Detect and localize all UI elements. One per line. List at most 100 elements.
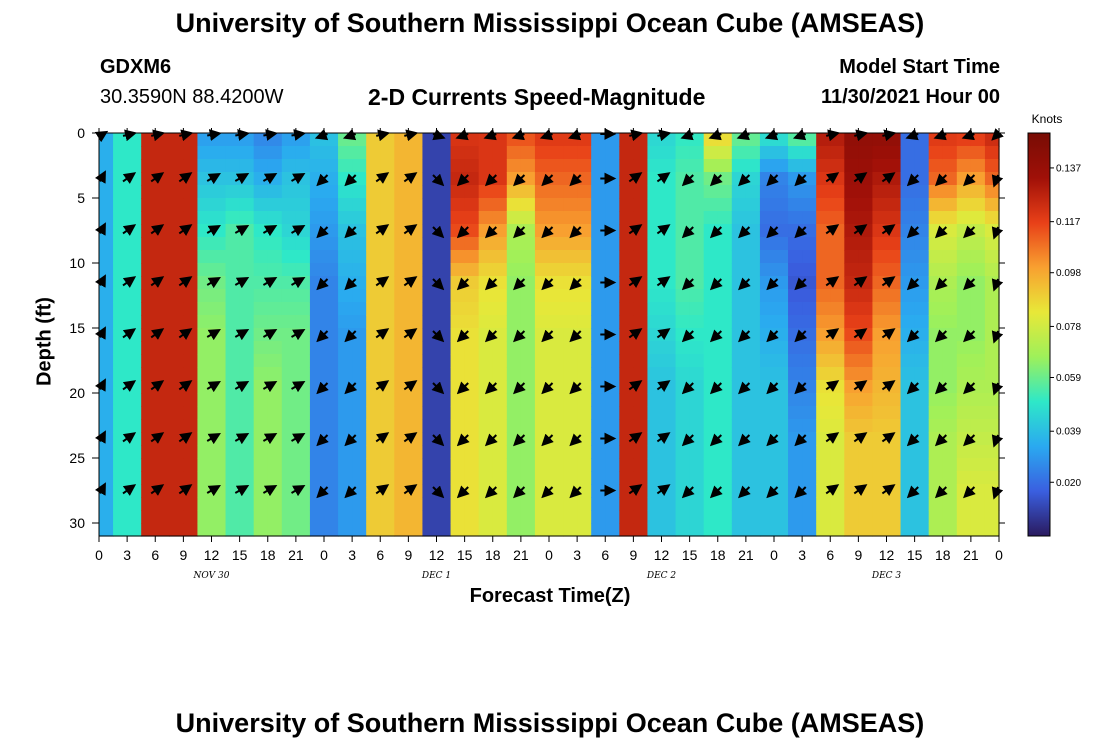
heatmap-cell — [309, 302, 325, 316]
heatmap-cell — [253, 354, 269, 368]
heatmap-cell — [366, 419, 381, 433]
heatmap-cell — [872, 510, 888, 524]
heatmap-cell — [577, 406, 592, 420]
current-arrow — [657, 129, 672, 142]
heatmap-cell — [338, 250, 353, 264]
heatmap-cell — [253, 406, 269, 420]
heatmap-cell — [492, 172, 508, 186]
heatmap-cell — [956, 523, 972, 537]
heatmap-cell — [281, 510, 297, 524]
heatmap-cell — [830, 315, 845, 329]
page-title: University of Southern Mississippi Ocean… — [175, 8, 925, 38]
current-arrow — [541, 485, 554, 499]
x-tick-label: 18 — [710, 547, 726, 563]
x-tick-label: 21 — [738, 547, 754, 563]
heatmap-cell — [858, 250, 874, 264]
heatmap-cell — [436, 341, 452, 355]
heatmap-cell — [717, 354, 733, 368]
heatmap-cell — [436, 419, 452, 433]
heatmap-cell — [155, 458, 170, 472]
heatmap-cell — [577, 172, 592, 186]
heatmap-cell — [408, 445, 424, 459]
heatmap-cell — [450, 419, 466, 433]
heatmap-cell — [197, 406, 213, 420]
heatmap-cell — [774, 432, 789, 446]
heatmap-cell — [745, 406, 761, 420]
heatmap-cell — [253, 393, 269, 407]
heatmap-cell — [858, 146, 874, 160]
heatmap-cell — [759, 315, 775, 329]
heatmap-cell — [127, 445, 142, 459]
heatmap-cell — [324, 276, 339, 290]
heatmap-cell — [844, 198, 859, 212]
heatmap-cell — [689, 276, 705, 290]
current-arrow — [541, 381, 554, 395]
heatmap-cell — [155, 393, 170, 407]
heatmap-cell — [478, 289, 494, 303]
heatmap-cell — [984, 341, 1000, 355]
heatmap-cell — [99, 510, 114, 524]
heatmap-cell — [900, 237, 916, 251]
heatmap-cell — [759, 341, 775, 355]
heatmap-cell — [802, 250, 817, 264]
current-arrow — [431, 225, 445, 239]
heatmap-cell — [788, 250, 803, 264]
heatmap-cell — [689, 146, 705, 160]
heatmap-cell — [633, 523, 649, 537]
heatmap-cell — [324, 419, 339, 433]
heatmap-cell — [830, 172, 845, 186]
heatmap-cell — [295, 354, 311, 368]
current-arrow — [513, 329, 526, 343]
heatmap-cell — [956, 510, 972, 524]
heatmap-cell — [956, 393, 972, 407]
current-arrow — [628, 328, 643, 340]
current-arrow — [94, 326, 106, 340]
heatmap-cell — [295, 237, 311, 251]
heatmap-cell — [155, 406, 170, 420]
heatmap-cell — [492, 302, 508, 316]
heatmap-cell — [295, 146, 311, 160]
heatmap-cell — [591, 393, 606, 407]
heatmap-cell — [295, 510, 311, 524]
heatmap-cell — [169, 146, 184, 160]
heatmap-cell — [914, 159, 930, 173]
heatmap-cell — [127, 172, 142, 186]
heatmap-cell — [830, 198, 845, 212]
y-tick-label: 5 — [77, 190, 85, 206]
heatmap-cell — [492, 380, 508, 394]
heatmap-cell — [492, 159, 508, 173]
heatmap-cell — [731, 445, 747, 459]
heatmap-cell — [605, 250, 620, 264]
heatmap-cell — [858, 341, 874, 355]
heatmap-cell — [802, 406, 817, 420]
heatmap-cell — [506, 367, 522, 381]
heatmap-cell — [745, 263, 761, 277]
heatmap-cell — [745, 185, 761, 199]
heatmap-cell — [872, 185, 888, 199]
heatmap-cell — [928, 302, 944, 316]
heatmap-cell — [464, 380, 480, 394]
heatmap-cell — [352, 211, 367, 225]
x-tick-label: 21 — [288, 547, 304, 563]
heatmap-cell — [928, 341, 944, 355]
heatmap-cell — [197, 211, 213, 225]
heatmap-cell — [295, 211, 311, 225]
heatmap-cell — [408, 276, 424, 290]
heatmap-cell — [225, 445, 241, 459]
heatmap-cell — [858, 211, 874, 225]
heatmap-cell — [309, 406, 325, 420]
heatmap-cell — [127, 380, 142, 394]
heatmap-cell — [675, 497, 691, 511]
current-arrow — [934, 381, 948, 395]
heatmap-cell — [619, 406, 634, 420]
current-arrow — [234, 329, 250, 341]
heatmap-cell — [267, 198, 283, 212]
heatmap-cell — [422, 445, 438, 459]
heatmap-cell — [788, 471, 803, 485]
current-arrow — [881, 432, 896, 444]
heatmap-cell — [183, 172, 199, 186]
heatmap-cell — [239, 328, 255, 342]
heatmap-cell — [464, 198, 480, 212]
heatmap-cell — [464, 419, 480, 433]
heatmap-cell — [352, 406, 367, 420]
